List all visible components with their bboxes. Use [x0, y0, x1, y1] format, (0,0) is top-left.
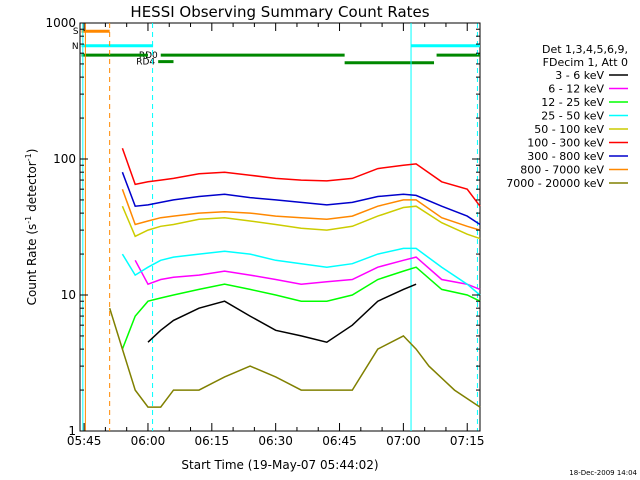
legend: Det 1,3,4,5,6,9, FDecim 1, Att 0 3 - 6 k… — [506, 43, 628, 190]
y-tick-label: 100 — [53, 152, 76, 166]
legend-label: 12 - 25 keV — [541, 96, 604, 109]
series-line — [121, 266, 481, 350]
x-axis-label: Start Time (19-May-07 05:44:02) — [181, 458, 378, 472]
series-line — [121, 171, 481, 226]
y-label-sup1: -1 — [24, 216, 33, 224]
x-tick-label: 07:15 — [450, 434, 485, 448]
y-tick-label: 10 — [61, 288, 76, 302]
series-line — [121, 247, 481, 296]
y-tick-label: 1000 — [45, 16, 76, 30]
y-axis-ticks: 1 10 100 1000 — [45, 16, 480, 438]
series-line — [121, 205, 481, 240]
x-tick-label: 06:30 — [258, 434, 293, 448]
legend-label: 300 - 800 keV — [527, 150, 604, 163]
chart-title: HESSI Observing Summary Count Rates — [130, 3, 429, 21]
y-label-main: Count Rate (s — [25, 224, 39, 306]
x-tick-label: 07:00 — [386, 434, 421, 448]
series-line — [134, 256, 481, 291]
status-bar-label: S — [73, 27, 79, 37]
x-axis-ticks: 05:45 06:00 06:15 06:30 06:45 07:00 07:15 — [67, 23, 485, 448]
series-lines — [108, 147, 481, 408]
plot-frame — [79, 22, 481, 432]
status-bar-label: RD0 — [139, 51, 158, 61]
legend-label: 3 - 6 keV — [555, 69, 604, 82]
legend-label: 6 - 12 keV — [548, 83, 604, 96]
legend-label: 25 - 50 keV — [541, 110, 604, 123]
series-line — [121, 188, 481, 231]
timestamp: 18-Dec-2009 14:04 — [569, 469, 637, 477]
x-tick-label: 06:00 — [131, 434, 166, 448]
series-line — [147, 283, 417, 344]
legend-label: 7000 - 20000 keV — [506, 177, 604, 190]
legend-label: 100 - 300 keV — [527, 137, 604, 150]
legend-header-line-2: FDecim 1, Att 0 — [543, 56, 628, 69]
y-tick-label: 1 — [68, 424, 76, 438]
status-bar-label: N — [72, 42, 79, 52]
legend-label: 50 - 100 keV — [534, 123, 604, 136]
y-axis-label: Count Rate (s-1 detector-1) — [24, 149, 39, 306]
x-tick-label: 06:45 — [322, 434, 357, 448]
event-markers — [82, 23, 478, 431]
legend-label: 800 - 7000 keV — [520, 164, 604, 177]
series-line — [121, 147, 481, 207]
y-label-end: ) — [25, 149, 39, 154]
status-bar-label: RD4 — [136, 58, 155, 68]
y-label-mid: detector — [25, 161, 39, 216]
y-label-sup2: -1 — [24, 153, 33, 161]
x-tick-label: 06:15 — [195, 434, 230, 448]
legend-header-line-1: Det 1,3,4,5,6,9, — [542, 43, 628, 56]
x-tick-label: 05:45 — [67, 434, 102, 448]
series-line — [108, 307, 481, 408]
